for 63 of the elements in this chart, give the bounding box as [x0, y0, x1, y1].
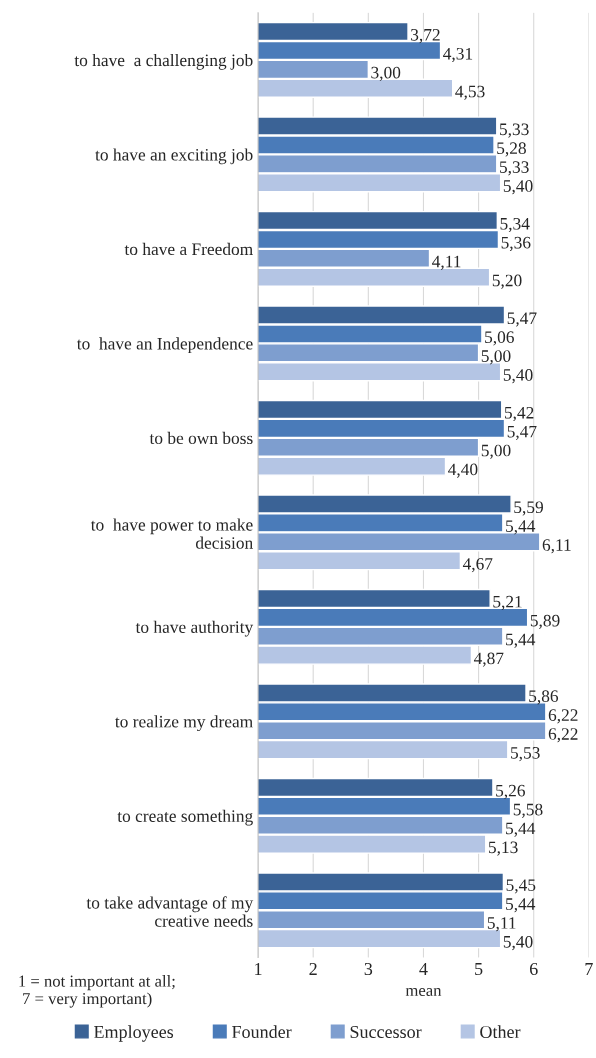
x-axis-title: mean — [405, 987, 442, 997]
y-tick-label: to have authority — [135, 620, 254, 637]
y-tick-label: to realize my dream — [115, 715, 253, 732]
data-label: 5,00 — [481, 444, 511, 459]
data-label: 5,34 — [500, 217, 530, 233]
legend-label: Other — [480, 1025, 521, 1039]
data-label: 5,40 — [503, 369, 533, 384]
y-tick-label: to have a Freedom — [124, 242, 253, 256]
data-label: 6,22 — [548, 728, 578, 743]
y-tick-label: to have a challenging job — [74, 53, 253, 70]
data-label: 5,47 — [507, 425, 537, 440]
data-label: 5,36 — [501, 236, 531, 252]
y-tick-label: to create something — [117, 809, 253, 826]
data-label: 5,33 — [500, 123, 529, 138]
data-label: 4,87 — [473, 652, 504, 667]
data-label: 5,89 — [530, 614, 560, 629]
data-label: 5,20 — [492, 274, 522, 289]
data-label: 5,40 — [503, 935, 533, 951]
data-label: 5,86 — [529, 690, 559, 705]
y-tick-label: to be own boss — [149, 431, 253, 445]
data-label: 5,44 — [506, 633, 536, 648]
data-label: 5,47 — [507, 312, 537, 327]
x-tick-label: 4 — [419, 962, 428, 975]
legend-label: Successor — [350, 1025, 422, 1039]
data-label: 4,53 — [455, 85, 485, 100]
data-label: 5,33 — [500, 161, 529, 176]
y-tick-label: to take advantage of my creative needs — [86, 896, 254, 927]
data-label: 5,44 — [506, 822, 536, 837]
x-tick-label: 7 — [585, 963, 593, 975]
data-label: 5,40 — [503, 180, 533, 195]
data-label: 6,11 — [542, 539, 571, 554]
data-label: 5,44 — [506, 520, 536, 535]
data-label: 5,53 — [511, 747, 540, 762]
y-tick-label: to have an exciting job — [95, 148, 253, 165]
x-tick-label: 3 — [364, 962, 373, 976]
data-label: 5,59 — [514, 501, 543, 516]
legend-label: Founder — [232, 1025, 292, 1039]
data-label: 5,58 — [513, 803, 543, 818]
text: 1 = not important at all; 7 = very important) — [19, 975, 175, 1008]
x-tick-label: 6 — [529, 962, 538, 976]
data-label: 4,40 — [448, 463, 478, 478]
legend-label: Employees — [94, 1025, 174, 1042]
data-label: 5,11 — [487, 917, 516, 932]
data-label: 5,21 — [493, 595, 522, 611]
data-label: 5,28 — [497, 142, 526, 157]
data-label: 5,13 — [488, 841, 518, 856]
data-label: 5,42 — [504, 406, 534, 422]
x-tick-label: 5 — [475, 963, 483, 976]
data-label: 3,00 — [371, 66, 401, 81]
data-label: 4,11 — [432, 255, 461, 270]
data-label: 5,45 — [506, 879, 536, 894]
data-label: 6,22 — [548, 709, 578, 724]
data-label: 3,72 — [411, 28, 440, 44]
y-tick-label: to have power to make decision — [90, 518, 253, 549]
x-tick-label: 2 — [309, 962, 317, 975]
data-label: 4,31 — [443, 47, 473, 63]
x-tick-label: 1 — [255, 962, 262, 975]
data-label: 4,67 — [462, 558, 493, 573]
data-label: 5,26 — [496, 784, 525, 799]
y-tick-label: to have an Independence — [76, 337, 253, 354]
data-label: 5,44 — [506, 898, 536, 913]
data-label: 5,00 — [481, 350, 511, 365]
data-label: 5,06 — [485, 331, 514, 346]
